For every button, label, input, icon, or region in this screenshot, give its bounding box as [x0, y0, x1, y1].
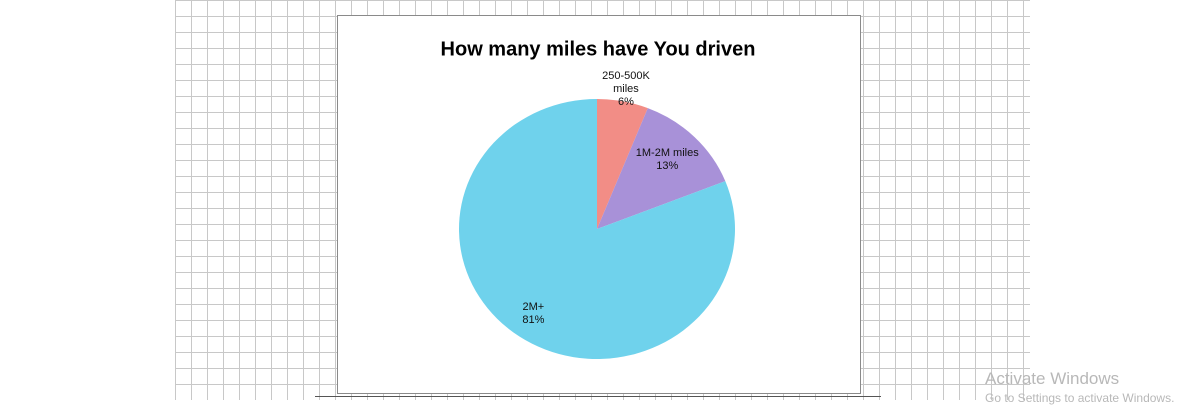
data-label: 250-500K miles 6%: [591, 70, 661, 109]
border-line: [315, 396, 881, 397]
watermark-title: Activate Windows: [985, 369, 1120, 388]
pie-slice: [459, 99, 736, 359]
data-label: 2M+ 81%: [503, 301, 563, 327]
data-label: 1M-2M miles 13%: [622, 147, 712, 173]
chart-title: How many miles have You driven: [441, 38, 756, 60]
watermark-subtitle: Go to Settings to activate Windows.: [985, 391, 1175, 405]
slice-name: 2M+: [522, 301, 545, 314]
slice-name: 1M-2M miles: [635, 146, 699, 159]
slice-name: 250-500K miles: [602, 69, 650, 95]
pie-slice: [597, 108, 726, 229]
pie-slice: [597, 99, 648, 229]
slice-value: 6%: [618, 95, 634, 108]
slice-value: 13%: [656, 159, 679, 172]
slice-value: 81%: [522, 314, 545, 327]
